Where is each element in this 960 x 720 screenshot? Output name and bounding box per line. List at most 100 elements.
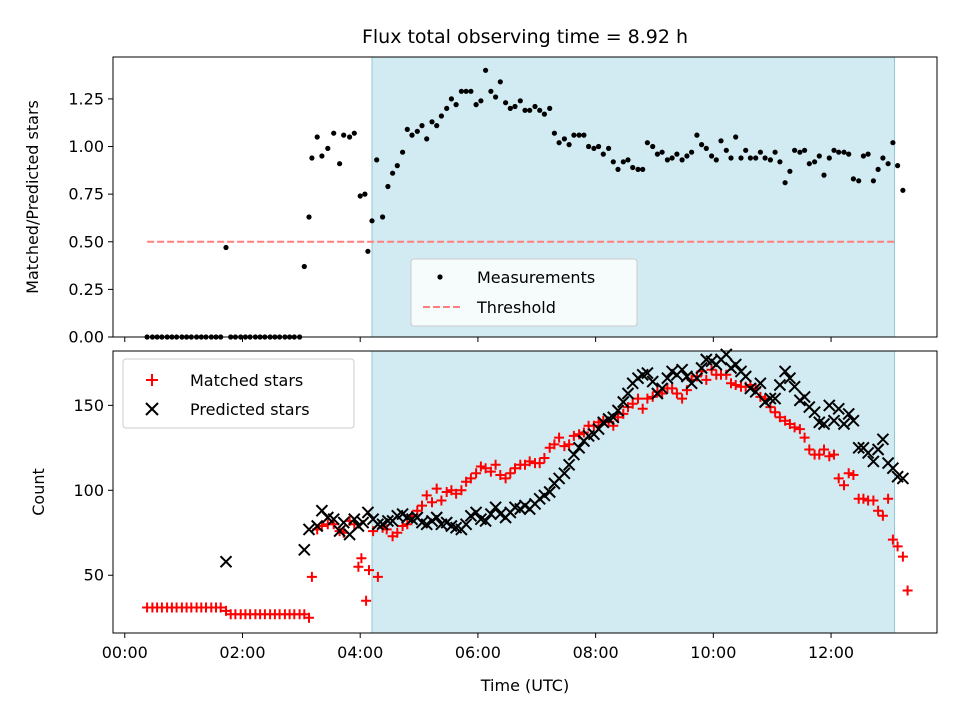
predicted-star-point [567,448,581,461]
matched-star-point [431,483,442,494]
predicted-star-point [852,441,865,455]
predicted-star-point [896,472,910,485]
measurement-point [831,147,837,153]
measurement-point [875,166,881,172]
ratio-legend-box [410,258,638,327]
measurement-point [493,94,499,100]
count-panel: 50 100 150 00:00 02:00 04:00 06:00 08:00 10:00 1… [29,348,938,695]
predicted-star-point [348,512,361,526]
ratio-y-axis-ticks: 0.00 0.25 0.50 0.75 1.00 1.25 [68,89,113,347]
predicted-star-point [327,512,340,526]
measurement-point [341,132,347,138]
matched-star-point [328,519,339,530]
measurement-point [703,145,709,151]
predicted-star-point [817,417,831,431]
measurement-point [409,132,415,138]
matched-star-point [799,432,810,443]
predicted-stars-legend-label: Predicted stars [190,400,310,419]
predicted-star-point [611,404,625,417]
measurement-point [806,161,812,167]
predicted-star-point [646,375,659,388]
measurement-point [419,123,425,129]
predicted-star-point [754,377,767,390]
predicted-star-point [773,378,787,392]
matched-star-point [568,430,579,441]
matched-star-point [372,571,383,582]
matched-star-point [475,461,486,472]
matched-star-point [877,510,888,521]
measurement-point [846,151,852,157]
predicted-star-point [572,441,586,455]
time-x-axis-ticks: 00:00 02:00 04:00 06:00 08:00 10:00 12:00 [102,633,854,662]
matched-star-point [829,449,839,460]
matched-star-point [770,407,781,418]
measurement-point [566,142,572,148]
matched-star-point [490,459,501,470]
measurement-point [826,155,832,161]
matched-star-point [897,551,908,562]
measurement-point [699,142,705,148]
measurement-point [532,103,538,110]
measurement-point [503,100,509,106]
matched-star-point [677,393,688,404]
predicted-star-point [219,555,233,568]
measurement-point [468,88,474,94]
matched-star-point [873,505,884,516]
matched-star-point [356,553,367,564]
matched-star-point [618,408,629,419]
matched-star-point [633,393,643,404]
measurement-point [694,132,700,138]
measurement-point [856,178,862,184]
measurement-point [556,140,562,146]
measurement-point [782,180,788,186]
measurement-point [351,130,357,136]
measurements-legend-marker [437,274,443,280]
predicted-star-point [302,523,316,536]
predicted-star-point [783,371,797,385]
predicted-star-point [788,380,801,393]
measurement-point [767,157,774,163]
measurement-point [347,134,353,140]
measurement-point [478,98,484,104]
x-tick-label: 10:00 [690,643,736,662]
predicted-star-point [690,371,704,385]
matched-star-point [564,439,575,450]
measurement-point [374,157,380,163]
measurement-point [362,191,368,197]
predicted-star-point [489,501,502,514]
measurement-point [473,102,479,108]
measurement-point [337,161,343,167]
measurement-point [753,155,759,161]
ratio-panel-frame [112,56,938,338]
predicted-star-point [675,363,689,376]
measurement-point [512,103,518,110]
predicted-stars-legend-marker [145,402,159,416]
predicted-star-point [739,370,752,383]
matched-star-point [858,493,869,504]
measurement-point [772,149,778,155]
measurement-point [448,96,454,102]
measurement-point [561,136,568,142]
matched-star-point [726,378,736,389]
measurement-point [625,157,631,163]
measurement-point [522,107,528,113]
matched-star-point [848,470,859,480]
predicted-star-point [695,361,708,375]
matched-stars-legend-marker [146,374,158,386]
measurement-point [537,107,543,113]
y-tick-label: 100 [73,481,104,500]
measurement-point [747,155,754,161]
predicted-star-point [861,446,875,460]
measurement-point [527,107,533,113]
predicted-star-point [298,543,311,557]
matched-star-point [451,488,462,499]
matched-star-point [465,473,476,484]
measurement-point [841,149,847,155]
predicted-star-point [680,370,694,383]
measurement-point [870,178,877,184]
matched-star-point [892,541,903,552]
predicted-star-point [361,506,375,519]
matched-star-point [794,424,805,435]
count-y-axis-label: Count [29,468,48,516]
measurement-point [821,172,827,178]
